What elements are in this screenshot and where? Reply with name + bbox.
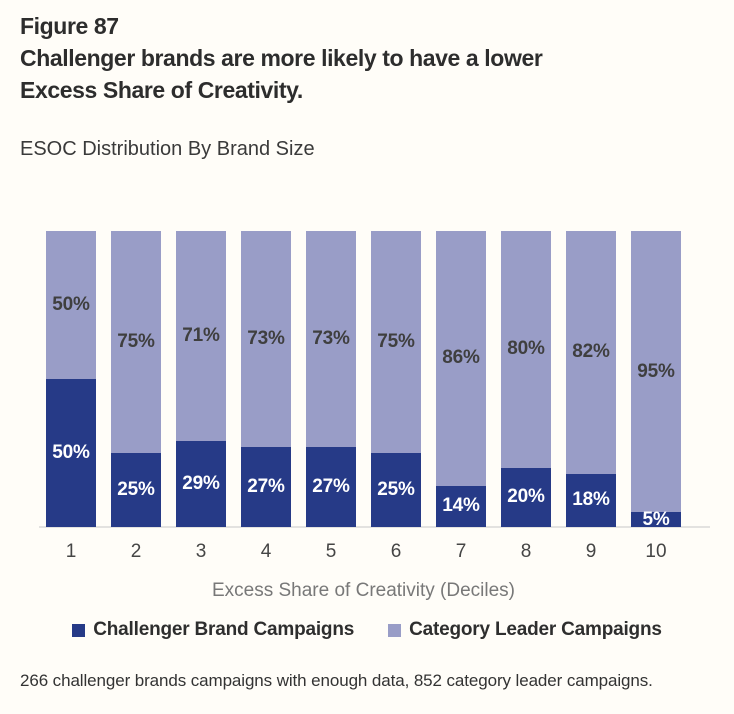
challenger-value-label: 20% [507, 486, 545, 508]
challenger-segment: 50% [46, 379, 96, 527]
challenger-segment: 18% [566, 473, 616, 527]
chart-subtitle: ESOC Distribution By Brand Size [20, 138, 315, 160]
bars-row: 50% 50% 1 75% 25% 2 71% 29% 3 73% 27% 4 73% 27% 5 75% 25… [46, 231, 681, 563]
challenger-value-label: 29% [182, 473, 220, 495]
figure-heading: Figure 87 Challenger brands are more lik… [20, 10, 543, 106]
bar-stack: 95% 5% [631, 231, 681, 530]
x-tick-label: 4 [260, 541, 272, 562]
leader-value-label: 82% [572, 341, 610, 363]
x-tick-label: 1 [65, 541, 77, 562]
leader-value-label: 95% [637, 360, 675, 382]
bar-column: 75% 25% 2 [111, 231, 161, 563]
x-tick-label: 7 [455, 541, 467, 562]
leader-segment: 86% [436, 231, 486, 486]
leader-value-label: 50% [52, 294, 90, 315]
leader-segment: 75% [111, 231, 161, 453]
challenger-value-label: 27% [247, 476, 285, 498]
x-tick-label: 8 [520, 541, 532, 562]
x-tick-label: 6 [390, 541, 402, 562]
bar-stack: 75% 25% [111, 231, 161, 527]
bar-stack: 80% 20% [501, 231, 551, 527]
challenger-value-label: 25% [117, 479, 155, 500]
bar-column: 86% 14% 7 [436, 231, 486, 563]
challenger-segment: 25% [111, 453, 161, 527]
leader-value-label: 71% [182, 325, 220, 347]
x-axis-title: Excess Share of Creativity (Deciles) [211, 580, 516, 601]
bar-column: 82% 18% 9 [566, 231, 616, 563]
x-tick-label: 2 [130, 541, 142, 562]
figure-title-line2: Excess Share of Creativity. [20, 77, 303, 103]
leader-segment: 73% [306, 231, 356, 448]
challenger-value-label: 27% [312, 476, 350, 498]
bar-column: 73% 27% 4 [241, 231, 291, 563]
leader-segment: 71% [176, 231, 226, 442]
challenger-segment: 5% [631, 509, 681, 530]
bar-stack: 86% 14% [436, 231, 486, 527]
bar-column: 73% 27% 5 [306, 231, 356, 563]
legend-label-challenger: Challenger Brand Campaigns [93, 619, 355, 640]
challenger-segment: 27% [306, 447, 356, 527]
challenger-segment: 20% [501, 467, 551, 527]
leader-segment: 95% [631, 231, 681, 513]
figure-title-line1: Challenger brands are more likely to hav… [20, 45, 543, 71]
sample-size-note: 266 challenger brands campaigns with eno… [20, 671, 653, 690]
legend-item-challenger: Challenger Brand Campaigns [72, 619, 354, 641]
leader-segment: 82% [566, 231, 616, 474]
bar-stack: 73% 27% [306, 231, 356, 527]
leader-segment: 75% [371, 231, 421, 453]
x-tick-label: 5 [325, 541, 337, 562]
challenger-segment: 27% [241, 447, 291, 527]
challenger-value-label: 25% [377, 479, 415, 500]
bar-column: 71% 29% 3 [176, 231, 226, 563]
leader-value-label: 73% [312, 328, 350, 350]
leader-segment: 80% [501, 231, 551, 468]
bar-stack: 73% 27% [241, 231, 291, 527]
challenger-swatch-icon [72, 623, 86, 637]
figure-number: Figure 87 [20, 13, 119, 39]
challenger-value-label: 50% [52, 442, 90, 463]
bar-column: 50% 50% 1 [46, 231, 96, 563]
stacked-bar-chart: 50% 50% 1 75% 25% 2 71% 29% 3 73% 27% 4 73% 27% 5 75% 25… [0, 231, 734, 601]
challenger-value-label: 18% [572, 489, 610, 511]
bar-stack: 71% 29% [176, 231, 226, 527]
x-tick-label: 10 [645, 541, 667, 562]
x-tick-label: 9 [585, 541, 597, 562]
bar-stack: 82% 18% [566, 231, 616, 527]
challenger-value-label: 5% [642, 508, 670, 530]
leader-swatch-icon [388, 623, 402, 637]
legend-item-leader: Category Leader Campaigns [388, 619, 662, 641]
bar-stack: 50% 50% [46, 231, 96, 527]
leader-value-label: 75% [377, 331, 415, 352]
legend-label-leader: Category Leader Campaigns [409, 619, 662, 640]
leader-value-label: 80% [507, 338, 545, 360]
leader-segment: 50% [46, 231, 96, 379]
challenger-value-label: 14% [442, 495, 480, 517]
challenger-segment: 14% [436, 485, 486, 527]
x-tick-label: 3 [195, 541, 207, 562]
leader-value-label: 73% [247, 328, 285, 350]
chart-legend: Challenger Brand Campaigns Category Lead… [0, 619, 734, 641]
challenger-segment: 25% [371, 453, 421, 527]
bar-column: 75% 25% 6 [371, 231, 421, 563]
bar-stack: 75% 25% [371, 231, 421, 527]
challenger-segment: 29% [176, 441, 226, 527]
bar-column: 95% 5% 10 [631, 231, 681, 563]
leader-segment: 73% [241, 231, 291, 448]
leader-value-label: 86% [442, 347, 480, 369]
bar-column: 80% 20% 8 [501, 231, 551, 563]
x-axis-line [39, 526, 710, 528]
leader-value-label: 75% [117, 331, 155, 352]
